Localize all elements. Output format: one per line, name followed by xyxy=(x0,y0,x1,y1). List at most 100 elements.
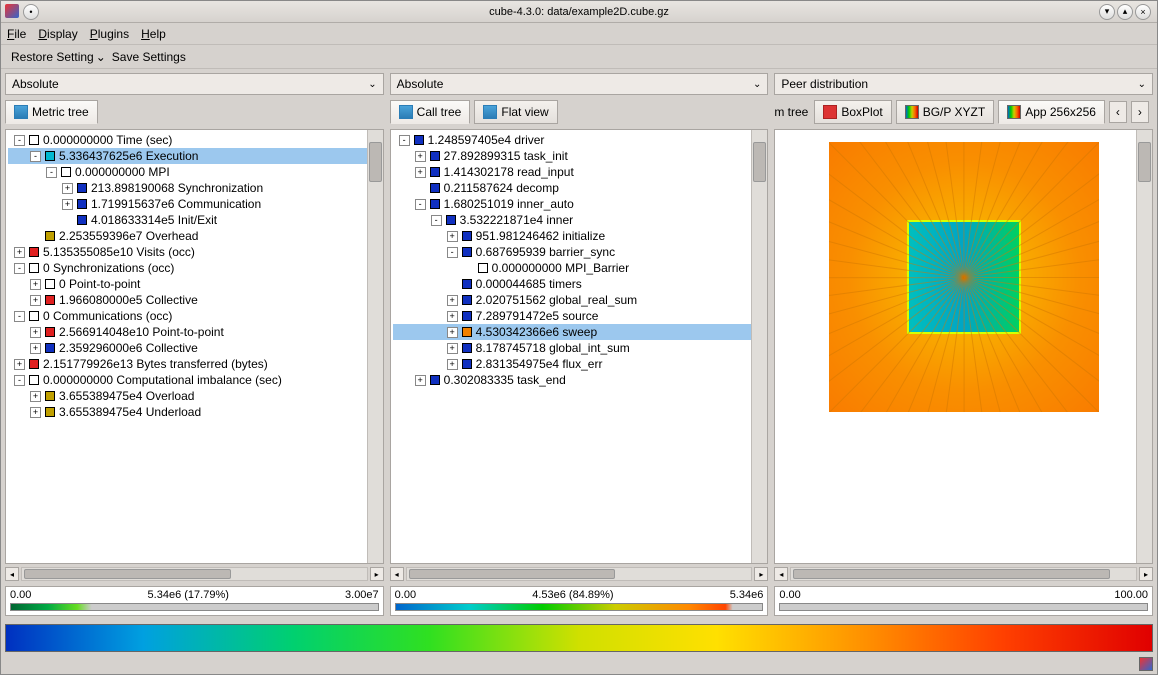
sticky-button[interactable]: • xyxy=(23,4,39,20)
expand-icon[interactable]: + xyxy=(415,151,426,162)
tab-boxplot[interactable]: BoxPlot xyxy=(814,100,891,124)
tree-row[interactable]: +2.359296000e6 Collective xyxy=(8,340,383,356)
collapse-icon[interactable]: - xyxy=(14,263,25,274)
minimize-button[interactable]: ▾ xyxy=(1099,4,1115,20)
restore-setting-dropdown[interactable]: Restore Setting ⌄ xyxy=(11,50,106,64)
tree-row[interactable]: -1.680251019 inner_auto xyxy=(393,196,768,212)
tree-row[interactable]: +3.655389475e4 Overload xyxy=(8,388,383,404)
expand-icon[interactable]: + xyxy=(30,279,41,290)
expand-icon[interactable]: + xyxy=(30,407,41,418)
menu-display[interactable]: Display xyxy=(38,27,77,41)
menu-help[interactable]: Help xyxy=(141,27,166,41)
tree-row[interactable]: +951.981246462 initialize xyxy=(393,228,768,244)
collapse-icon[interactable]: - xyxy=(14,135,25,146)
expand-icon[interactable]: + xyxy=(30,295,41,306)
tab-prev-button[interactable]: ‹ xyxy=(1109,101,1127,123)
menu-file[interactable]: File xyxy=(7,27,26,41)
tree-row[interactable]: -0.687695939 barrier_sync xyxy=(393,244,768,260)
tree-row[interactable]: +1.966080000e5 Collective xyxy=(8,292,383,308)
expand-icon[interactable]: + xyxy=(30,327,41,338)
tree-row[interactable]: +2.566914048e10 Point-to-point xyxy=(8,324,383,340)
tab-app-256[interactable]: App 256x256 xyxy=(998,100,1105,124)
tree-row[interactable]: +2.151779926e13 Bytes transferred (bytes… xyxy=(8,356,383,372)
tree-row[interactable]: -5.336437625e6 Execution xyxy=(8,148,383,164)
tab-next-button[interactable]: › xyxy=(1131,101,1149,123)
tree-row[interactable]: +4.530342366e6 sweep xyxy=(393,324,768,340)
vscrollbar[interactable] xyxy=(751,130,767,563)
tree-row[interactable]: 2.253559396e7 Overhead xyxy=(8,228,383,244)
scroll-right-button[interactable]: ▸ xyxy=(754,567,768,581)
tab-label: Call tree xyxy=(417,105,462,119)
tree-row[interactable]: +27.892899315 task_init xyxy=(393,148,768,164)
tree-row[interactable]: +0.302083335 task_end xyxy=(393,372,768,388)
tree-row[interactable]: +1.414302178 read_input xyxy=(393,164,768,180)
system-mode-combo[interactable]: Peer distribution ⌄ xyxy=(774,73,1153,95)
expand-icon[interactable]: + xyxy=(447,343,458,354)
topology-view[interactable] xyxy=(774,129,1153,564)
scroll-right-button[interactable]: ▸ xyxy=(370,567,384,581)
expand-icon[interactable]: + xyxy=(14,247,25,258)
tree-row[interactable]: +7.289791472e5 source xyxy=(393,308,768,324)
collapse-icon[interactable]: - xyxy=(14,375,25,386)
collapse-icon[interactable]: - xyxy=(14,311,25,322)
tree-row[interactable]: -0.000000000 Computational imbalance (se… xyxy=(8,372,383,388)
tree-row[interactable]: -0 Synchronizations (occ) xyxy=(8,260,383,276)
tree-row[interactable]: 0.000000000 MPI_Barrier xyxy=(393,260,768,276)
scroll-left-button[interactable]: ◂ xyxy=(5,567,19,581)
tree-row[interactable]: 0.211587624 decomp xyxy=(393,180,768,196)
tree-row[interactable]: +5.135355085e10 Visits (occ) xyxy=(8,244,383,260)
tree-row[interactable]: +1.719915637e6 Communication xyxy=(8,196,383,212)
tree-row[interactable]: 4.018633314e5 Init/Exit xyxy=(8,212,383,228)
maximize-button[interactable]: ▴ xyxy=(1117,4,1133,20)
expand-icon[interactable]: + xyxy=(62,183,73,194)
vscrollbar[interactable] xyxy=(1136,130,1152,563)
tab-metric-tree[interactable]: Metric tree xyxy=(5,100,98,124)
expand-icon[interactable]: + xyxy=(14,359,25,370)
menu-plugins[interactable]: Plugins xyxy=(90,27,129,41)
call-mode-combo[interactable]: Absolute ⌄ xyxy=(390,73,769,95)
tree-row[interactable]: -0.000000000 Time (sec) xyxy=(8,132,383,148)
expand-icon[interactable]: + xyxy=(447,327,458,338)
call-tree-view[interactable]: -1.248597405e4 driver+27.892899315 task_… xyxy=(390,129,769,564)
tab-call-tree[interactable]: Call tree xyxy=(390,100,471,124)
expand-icon[interactable]: + xyxy=(415,375,426,386)
tab-flat-view[interactable]: Flat view xyxy=(474,100,557,124)
hscrollbar[interactable] xyxy=(790,567,1137,581)
tree-row[interactable]: +8.178745718 global_int_sum xyxy=(393,340,768,356)
collapse-icon[interactable]: - xyxy=(30,151,41,162)
expand-icon[interactable]: + xyxy=(447,231,458,242)
tree-row[interactable]: +2.020751562 global_real_sum xyxy=(393,292,768,308)
tree-row[interactable]: 0.000044685 timers xyxy=(393,276,768,292)
vscrollbar[interactable] xyxy=(367,130,383,563)
metric-tree-view[interactable]: -0.000000000 Time (sec)-5.336437625e6 Ex… xyxy=(5,129,384,564)
metric-mode-combo[interactable]: Absolute ⌄ xyxy=(5,73,384,95)
expand-icon[interactable]: + xyxy=(30,343,41,354)
expand-icon[interactable]: + xyxy=(447,295,458,306)
expand-icon[interactable]: + xyxy=(62,199,73,210)
tree-row[interactable]: +213.898190068 Synchronization xyxy=(8,180,383,196)
expand-icon[interactable]: + xyxy=(447,311,458,322)
hscrollbar[interactable] xyxy=(406,567,753,581)
tree-row[interactable]: -0 Communications (occ) xyxy=(8,308,383,324)
tree-row[interactable]: -1.248597405e4 driver xyxy=(393,132,768,148)
collapse-icon[interactable]: - xyxy=(46,167,57,178)
tree-row[interactable]: +0 Point-to-point xyxy=(8,276,383,292)
scroll-left-button[interactable]: ◂ xyxy=(390,567,404,581)
tree-row[interactable]: -0.000000000 MPI xyxy=(8,164,383,180)
collapse-icon[interactable]: - xyxy=(415,199,426,210)
close-button[interactable]: × xyxy=(1135,4,1151,20)
expand-icon[interactable]: + xyxy=(447,359,458,370)
save-settings-button[interactable]: Save Settings xyxy=(112,50,186,64)
expand-icon[interactable]: + xyxy=(415,167,426,178)
expand-icon[interactable]: + xyxy=(30,391,41,402)
scroll-left-button[interactable]: ◂ xyxy=(774,567,788,581)
tree-row[interactable]: -3.532221871e4 inner xyxy=(393,212,768,228)
scroll-right-button[interactable]: ▸ xyxy=(1139,567,1153,581)
collapse-icon[interactable]: - xyxy=(447,247,458,258)
tree-row[interactable]: +3.655389475e4 Underload xyxy=(8,404,383,420)
hscrollbar[interactable] xyxy=(21,567,368,581)
tab-bgp-xyzt[interactable]: BG/P XYZT xyxy=(896,100,994,124)
collapse-icon[interactable]: - xyxy=(399,135,410,146)
collapse-icon[interactable]: - xyxy=(431,215,442,226)
tree-row[interactable]: +2.831354975e4 flux_err xyxy=(393,356,768,372)
